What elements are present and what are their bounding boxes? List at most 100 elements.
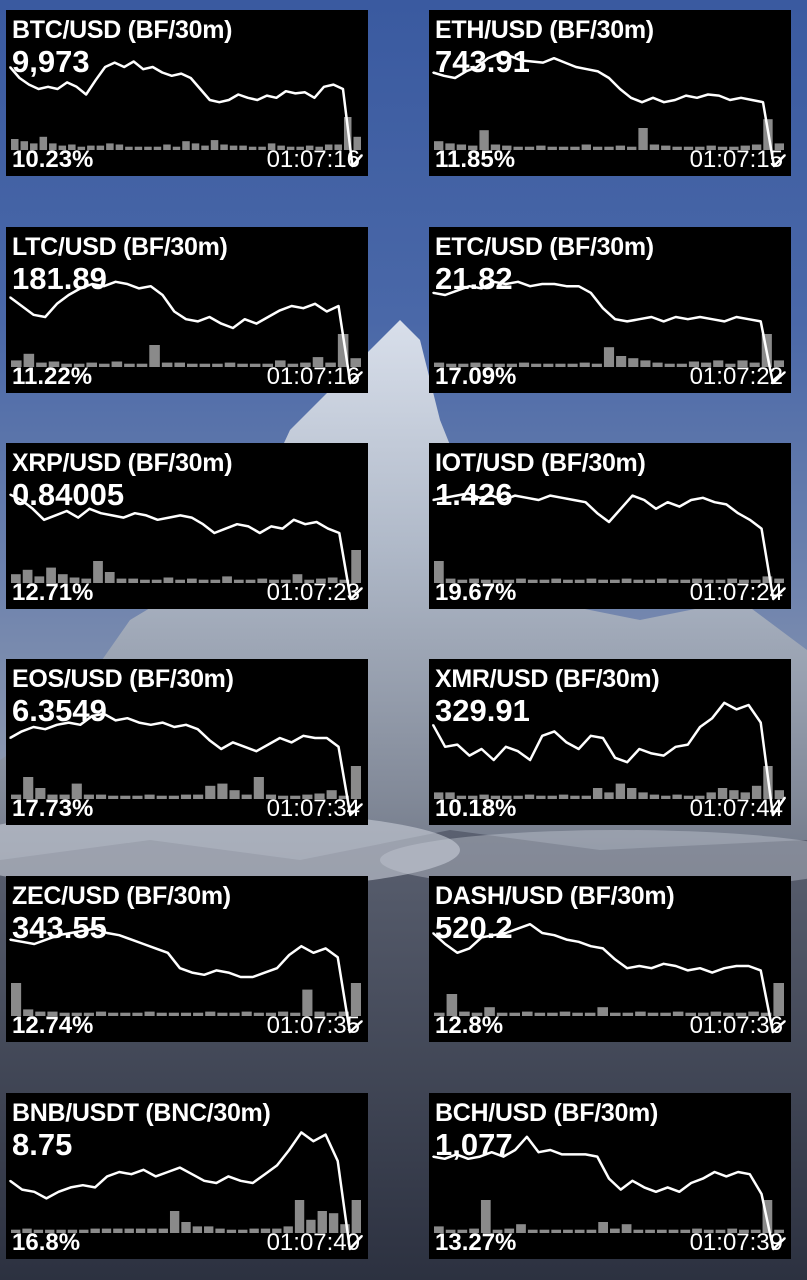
volume-bar: [229, 790, 240, 799]
price-point: [232, 741, 234, 744]
volume-bar: [182, 141, 190, 150]
volume-bar: [327, 577, 338, 583]
ticker-widget-etc[interactable]: ETC/USD (BF/30m) 21.82 17.09% 01:07:22: [429, 227, 791, 393]
price-point: [111, 514, 113, 517]
volume-bar: [524, 146, 535, 150]
ticker-widget-bnb[interactable]: BNB/USDT (BNC/30m) 8.75 16.8% 01:07:40: [6, 1093, 368, 1259]
price-point: [638, 965, 641, 967]
volume-bar: [222, 576, 232, 583]
ticker-widget-xmr[interactable]: XMR/USD (BF/30m) 329.91 10.18% 01:07:44: [429, 659, 791, 825]
price-point: [255, 322, 258, 325]
volume-bar: [774, 143, 784, 150]
price-point: [479, 497, 481, 499]
volume-bar: [717, 146, 728, 150]
price-point: [602, 737, 604, 739]
volume-bar: [248, 146, 257, 150]
price-point: [166, 952, 169, 954]
volume-bar: [635, 1011, 646, 1016]
ticker-widget-iot[interactable]: IOT/USD (BF/30m) 1.426 19.67% 01:07:24: [429, 443, 791, 609]
volume-bar: [492, 579, 503, 583]
price-point: [626, 761, 629, 763]
price-point: [455, 494, 458, 497]
price-point: [185, 318, 187, 320]
price-point: [573, 499, 575, 501]
volume-bar: [750, 579, 761, 583]
volume-bar: [672, 794, 682, 799]
price-point: [315, 521, 318, 523]
price-point: [759, 320, 762, 323]
price-point: [361, 803, 363, 805]
volume-bar: [153, 146, 162, 150]
price-point: [740, 97, 742, 99]
volume-bar: [220, 144, 228, 150]
price-point: [608, 1177, 610, 1180]
price-chart: [9, 1131, 363, 1251]
ticker-widget-dash[interactable]: DASH/USD (BF/30m) 520.2 12.8% 01:07:36: [429, 876, 791, 1042]
volume-bar: [134, 146, 143, 150]
price-point: [326, 737, 328, 739]
volume-bar: [490, 795, 501, 799]
price-point: [584, 501, 587, 503]
volume-bar: [610, 579, 620, 583]
volume-bar: [265, 794, 277, 799]
volume-bar: [108, 795, 119, 799]
price-point: [735, 965, 738, 967]
volume-bar: [727, 1228, 738, 1233]
price-point: [443, 75, 445, 77]
volume-bar: [325, 362, 336, 367]
volume-bar: [11, 574, 21, 583]
ticker-widget-eos[interactable]: EOS/USD (BF/30m) 6.3549 17.73% 01:07:34: [6, 659, 368, 825]
change-percent: 10.23%: [12, 146, 94, 173]
price-point: [467, 492, 469, 495]
price-point: [208, 99, 211, 101]
volume-bar: [645, 1229, 655, 1233]
price-chart: [9, 493, 363, 601]
volume-bar: [740, 145, 750, 150]
price-point: [82, 930, 84, 932]
volume-bar: [278, 795, 289, 799]
volume-bar: [11, 794, 22, 799]
volume-bar: [531, 363, 542, 367]
price-point: [130, 938, 133, 941]
volume-bar: [661, 795, 671, 799]
volume-bar: [502, 145, 512, 150]
volume-bar: [547, 146, 557, 150]
volume-bar: [656, 1229, 667, 1233]
price-point: [531, 60, 533, 63]
pair-title: XMR/USD (BF/30m): [435, 665, 660, 693]
volume-bar: [570, 795, 580, 799]
price-value: 1,077: [435, 1127, 513, 1162]
ticker-widget-btc[interactable]: BTC/USD (BF/30m) 9,973 10.23% 01:07:16: [6, 10, 368, 176]
price-point: [56, 88, 59, 90]
price-line: [9, 493, 363, 601]
price-point: [236, 523, 238, 525]
volume-bar: [572, 1012, 583, 1016]
price-point: [480, 748, 483, 750]
ticker-widget-bch[interactable]: BCH/USD (BF/30m) 1,077 13.27% 01:07:39: [429, 1093, 791, 1259]
price-point: [456, 743, 459, 746]
price-point: [784, 796, 786, 799]
volume-bar: [492, 1229, 503, 1233]
volume-bar: [229, 145, 238, 150]
volume-bar: [706, 145, 716, 150]
price-point: [690, 1182, 692, 1184]
ticker-widget-eth[interactable]: ETH/USD (BF/30m) 743.91 11.85% 01:07:15: [429, 10, 791, 176]
price-point: [361, 587, 363, 589]
ticker-widget-xrp[interactable]: XRP/USD (BF/30m) 0.84005 12.71% 01:07:23: [6, 443, 368, 609]
price-point: [349, 1248, 351, 1250]
ticker-widget-zec[interactable]: ZEC/USD (BF/30m) 343.55 12.74% 01:07:35: [6, 876, 368, 1042]
ticker-widget-ltc[interactable]: LTC/USD (BF/30m) 181.89 11.22% 01:07:16: [6, 227, 368, 393]
price-point: [608, 521, 610, 523]
price-point: [711, 971, 713, 974]
price-point: [267, 743, 269, 746]
volume-bar: [237, 363, 248, 367]
volume-bar: [174, 362, 185, 367]
volume-bar: [513, 146, 523, 150]
price-point: [113, 61, 116, 64]
price-point: [517, 927, 519, 930]
volume-bar: [120, 1012, 131, 1016]
price-point: [9, 296, 11, 298]
price-point: [602, 947, 604, 950]
price-point: [9, 938, 11, 941]
price-point: [256, 99, 259, 101]
